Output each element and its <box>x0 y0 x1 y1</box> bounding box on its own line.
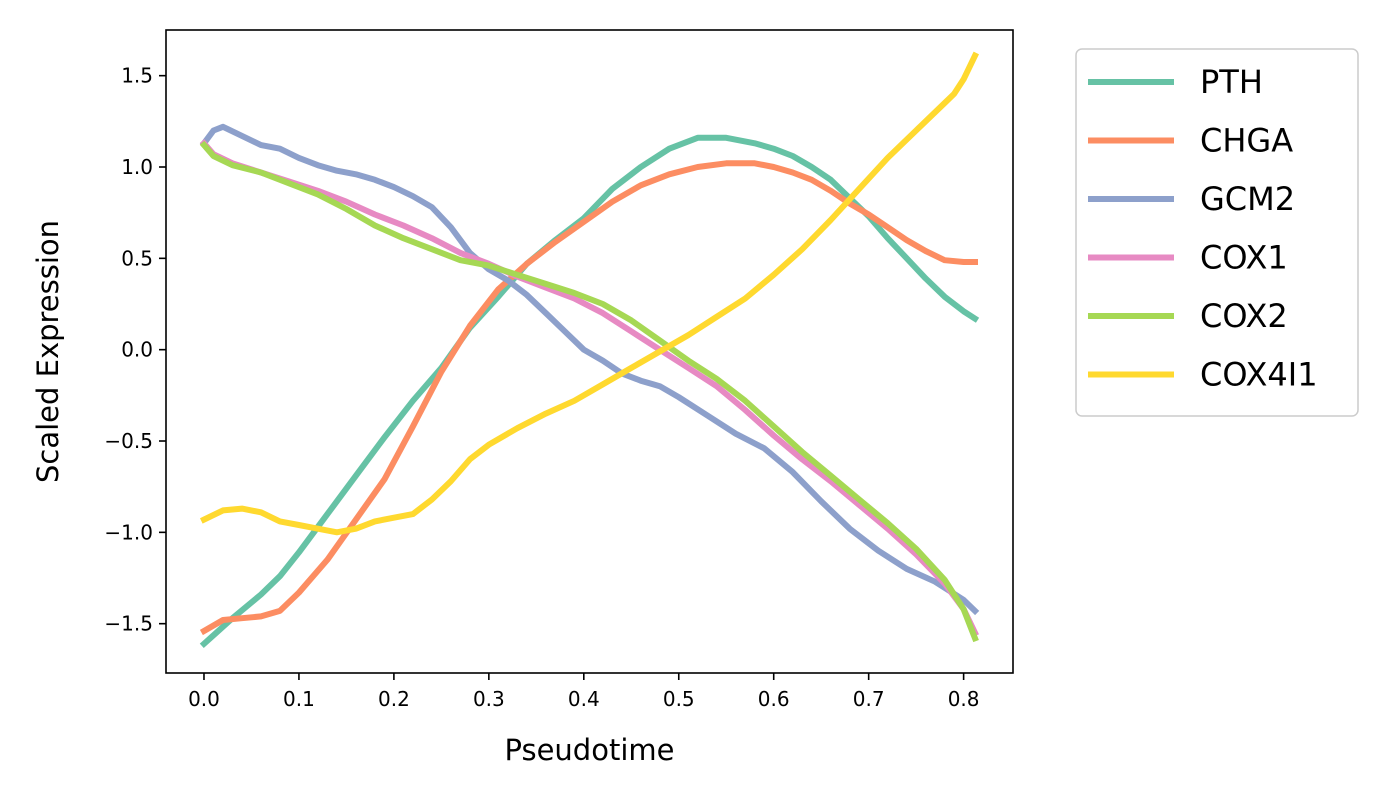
y-tick-label: 0.5 <box>121 246 153 270</box>
y-tick-label: 1.5 <box>121 64 153 88</box>
x-tick-label: 0.2 <box>378 687 410 711</box>
legend-item-cox2: COX2 <box>1088 297 1288 335</box>
plot-area-frame <box>165 29 1014 674</box>
legend-item-gcm2: GCM2 <box>1088 180 1295 218</box>
y-tick-label: −1.5 <box>104 612 153 636</box>
legend-item-cox4i1: COX4I1 <box>1088 356 1318 394</box>
x-tick-label: 0.7 <box>853 687 885 711</box>
legend-item-cox1: COX1 <box>1088 239 1288 277</box>
y-tick-label: 0.0 <box>121 338 153 362</box>
legend-item-pth: PTH <box>1088 63 1263 101</box>
x-axis-ticks: 0.0 0.1 0.2 0.3 0.4 0.5 0.6 0.7 0.8 <box>188 673 980 711</box>
series-line-chga <box>199 160 978 636</box>
series-line-pth <box>199 134 980 649</box>
legend-item-chga: CHGA <box>1088 122 1293 160</box>
y-tick-label: 1.0 <box>121 155 153 179</box>
legend-label: PTH <box>1200 63 1263 101</box>
legend-label: GCM2 <box>1200 180 1295 218</box>
series-line-gcm2 <box>199 123 980 616</box>
y-tick-label: −0.5 <box>104 429 153 453</box>
x-tick-label: 0.1 <box>283 687 315 711</box>
y-tick-label: −1.0 <box>104 520 153 544</box>
x-tick-label: 0.4 <box>568 687 600 711</box>
x-tick-label: 0.0 <box>188 687 220 711</box>
x-tick-label: 0.3 <box>473 687 505 711</box>
legend-label: COX4I1 <box>1200 356 1318 394</box>
x-tick-label: 0.8 <box>948 687 980 711</box>
x-axis-title: Pseudotime <box>505 733 675 767</box>
legend-items: PTH CHGA GCM2 COX1 COX2 COX4I1 <box>1088 63 1318 394</box>
x-tick-label: 0.5 <box>663 687 695 711</box>
series-line-cox4i1 <box>199 51 980 536</box>
series-line-cox1 <box>199 139 980 637</box>
y-axis-ticks: −1.5 −1.0 −0.5 0.0 0.5 1.0 1.5 <box>104 64 166 636</box>
series-line-cox2 <box>199 140 979 643</box>
legend: PTH CHGA GCM2 COX1 COX2 COX4I1 <box>1075 48 1359 417</box>
legend-label: CHGA <box>1200 122 1293 160</box>
series-lines <box>199 51 980 649</box>
legend-label: COX2 <box>1200 297 1288 335</box>
y-axis-title: Scaled Expression <box>31 220 65 483</box>
legend-label: COX1 <box>1200 239 1288 277</box>
x-tick-label: 0.6 <box>758 687 790 711</box>
